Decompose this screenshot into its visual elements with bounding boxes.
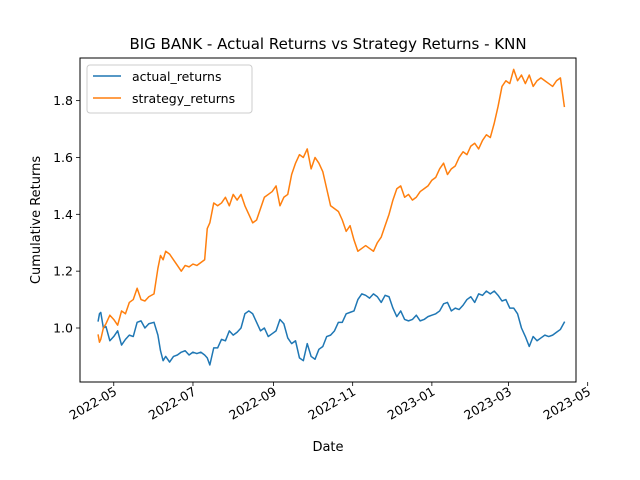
y-tick-label: 1.6 xyxy=(53,150,73,165)
y-tick-label: 1.2 xyxy=(53,264,73,279)
y-tick-label: 1.0 xyxy=(53,321,73,336)
legend: actual_returns strategy_returns xyxy=(86,64,253,114)
axes-frame xyxy=(79,57,577,383)
y-tick-label: 1.8 xyxy=(53,93,73,108)
chart-title: BIG BANK - Actual Returns vs Strategy Re… xyxy=(129,35,526,53)
legend-label-actual-returns: actual_returns xyxy=(132,69,221,84)
legend-box xyxy=(86,64,253,114)
series-line-actual-returns xyxy=(97,290,566,366)
x-axis-label: Date xyxy=(312,440,343,455)
legend-label-strategy-returns: strategy_returns xyxy=(132,91,235,106)
y-tick-label: 1.4 xyxy=(53,207,73,222)
series-line-strategy-returns xyxy=(97,68,566,343)
y-axis-label: Cumulative Returns xyxy=(29,156,44,284)
